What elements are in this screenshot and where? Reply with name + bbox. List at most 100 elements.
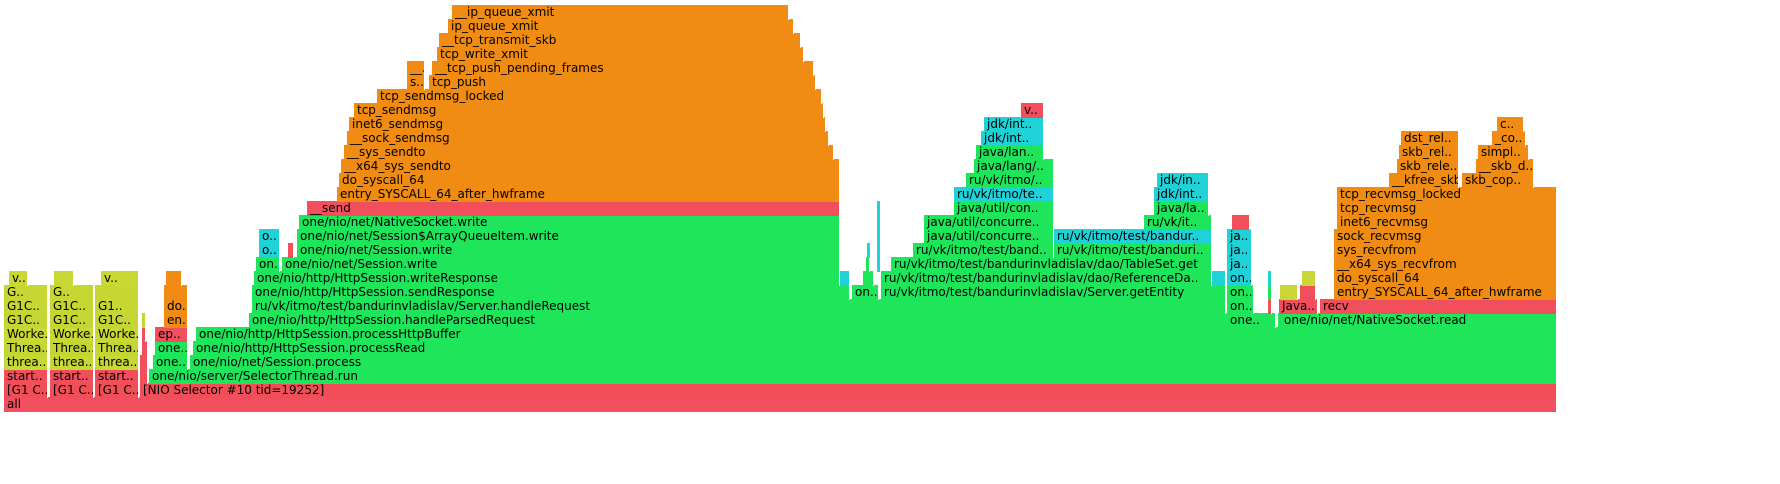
flame-frame[interactable]: one/nio/net/NativeSocket.write bbox=[299, 215, 840, 230]
flame-frame[interactable]: [G1 C.. bbox=[95, 383, 139, 398]
flame-frame[interactable] bbox=[54, 271, 74, 286]
flame-frame[interactable] bbox=[866, 257, 870, 272]
flame-frame[interactable]: ru/vk/itmo/test/banduri.. bbox=[1054, 243, 1212, 258]
flame-frame[interactable]: one/nio/http/HttpSession.handleParsedReq… bbox=[249, 313, 1274, 328]
flame-frame[interactable]: __send bbox=[307, 201, 840, 216]
flame-frame[interactable]: __x64_sys_sendto bbox=[341, 159, 840, 174]
flame-frame[interactable]: ru/vk/itmo/test/bandurinvladislav/dao/Re… bbox=[881, 271, 1212, 286]
flame-frame[interactable]: sys_recvfrom bbox=[1334, 243, 1557, 258]
flame-frame[interactable]: _co.. bbox=[1492, 131, 1526, 146]
flame-frame[interactable]: on.. bbox=[852, 285, 879, 300]
flame-frame[interactable]: ru/vk/itmo/te.. bbox=[954, 187, 1054, 202]
flame-frame[interactable] bbox=[877, 215, 881, 230]
flame-frame[interactable]: one/nio/http/HttpSession.processRead bbox=[193, 341, 1557, 356]
flame-frame[interactable]: all bbox=[4, 397, 1557, 412]
flame-frame[interactable] bbox=[1302, 271, 1316, 286]
flame-frame[interactable]: inet6_sendmsg bbox=[349, 117, 826, 132]
flame-frame[interactable]: dst_rel.. bbox=[1401, 131, 1459, 146]
flame-frame[interactable]: ru/vk/it.. bbox=[1144, 215, 1212, 230]
flame-frame[interactable]: G1.. bbox=[95, 299, 139, 314]
flame-frame[interactable]: ja.. bbox=[1227, 243, 1252, 258]
flame-frame[interactable]: o.. bbox=[259, 229, 280, 244]
flame-frame[interactable]: o.. bbox=[259, 243, 280, 258]
flame-frame[interactable]: one/nio/http/HttpSession.writeResponse bbox=[254, 271, 840, 286]
flame-frame[interactable] bbox=[877, 229, 881, 244]
flame-frame[interactable]: java/lan.. bbox=[976, 145, 1044, 160]
flame-frame[interactable] bbox=[1212, 271, 1226, 286]
flame-frame[interactable]: jdk/int.. bbox=[984, 117, 1044, 132]
flame-frame[interactable]: do.. bbox=[164, 299, 188, 314]
flame-frame[interactable] bbox=[1268, 285, 1272, 300]
flame-frame[interactable]: [NIO Selector #10 tid=19252] bbox=[140, 383, 1557, 398]
flame-frame[interactable]: on.. bbox=[1227, 299, 1254, 314]
flame-frame[interactable]: java/util/concurre.. bbox=[924, 229, 1054, 244]
flame-frame[interactable]: entry_SYSCALL_64_after_hwframe bbox=[1334, 285, 1557, 300]
flame-frame[interactable] bbox=[95, 285, 139, 300]
flame-frame[interactable]: skb_rel.. bbox=[1399, 145, 1459, 160]
flame-frame[interactable]: ip_queue_xmit bbox=[448, 19, 794, 34]
flame-frame[interactable]: Java.. bbox=[1279, 299, 1318, 314]
flame-frame[interactable]: java/lang/.. bbox=[974, 159, 1054, 174]
flame-frame[interactable]: G.. bbox=[50, 285, 94, 300]
flame-frame[interactable]: one/nio/net/NativeSocket.read bbox=[1281, 313, 1557, 328]
flame-frame[interactable]: ep.. bbox=[155, 327, 188, 342]
flame-frame[interactable]: one/nio/http/HttpSession.sendResponse bbox=[252, 285, 850, 300]
flame-frame[interactable] bbox=[166, 271, 182, 286]
flame-frame[interactable]: __sys_sendto bbox=[344, 145, 834, 160]
flame-frame[interactable]: ru/vk/itmo/test/bandurinvladislav/Server… bbox=[252, 299, 1226, 314]
flame-frame[interactable]: tcp_sendmsg_locked bbox=[377, 89, 822, 104]
flame-frame[interactable]: tcp_push bbox=[429, 75, 816, 90]
flame-frame[interactable]: Threa.. bbox=[95, 341, 139, 356]
flame-frame[interactable]: [G1 C.. bbox=[50, 383, 94, 398]
flame-frame[interactable]: do_syscall_64 bbox=[1334, 271, 1557, 286]
flame-frame[interactable]: tcp_recvmsg_locked bbox=[1337, 187, 1557, 202]
flame-frame[interactable] bbox=[863, 271, 874, 286]
flame-frame[interactable]: __ip_queue_xmit bbox=[452, 5, 789, 20]
flame-frame[interactable]: G1C.. bbox=[50, 299, 94, 314]
flame-frame[interactable]: threa.. bbox=[4, 355, 48, 370]
flame-frame[interactable]: __sock_sendmsg bbox=[347, 131, 829, 146]
flame-frame[interactable]: v.. bbox=[101, 271, 139, 286]
flame-frame[interactable]: v.. bbox=[9, 271, 28, 286]
flame-frame[interactable] bbox=[164, 285, 188, 300]
flame-frame[interactable]: Threa.. bbox=[4, 341, 48, 356]
flame-frame[interactable]: Worke.. bbox=[95, 327, 139, 342]
flame-frame[interactable]: tcp_write_xmit bbox=[437, 47, 804, 62]
flame-frame[interactable]: G1C.. bbox=[4, 313, 48, 328]
flame-frame[interactable]: jdk/int.. bbox=[1154, 187, 1209, 202]
flame-frame[interactable]: recv bbox=[1320, 299, 1557, 314]
flame-frame[interactable]: G1C.. bbox=[95, 313, 139, 328]
flame-frame[interactable]: one.. bbox=[1227, 313, 1276, 328]
flame-frame[interactable]: java/util/concurre.. bbox=[924, 215, 1054, 230]
flame-frame[interactable]: one/nio/server/SelectorThread.run bbox=[149, 369, 1557, 384]
flame-frame[interactable]: one.. bbox=[153, 355, 188, 370]
flame-frame[interactable]: __kfree_skb bbox=[1389, 173, 1459, 188]
flame-frame[interactable]: s.. bbox=[407, 75, 425, 90]
flame-frame[interactable]: do_syscall_64 bbox=[339, 173, 840, 188]
flame-frame[interactable]: start.. bbox=[95, 369, 139, 384]
flame-frame[interactable]: ru/vk/itmo/test/bandurinvladislav/dao/Ta… bbox=[891, 257, 1212, 272]
flame-frame[interactable]: entry_SYSCALL_64_after_hwframe bbox=[337, 187, 840, 202]
flame-frame[interactable]: c.. bbox=[1497, 117, 1524, 132]
flame-frame[interactable]: on.. bbox=[1227, 271, 1252, 286]
flame-frame[interactable]: [G1 C.. bbox=[4, 383, 48, 398]
flame-frame[interactable]: G.. bbox=[4, 285, 48, 300]
flame-frame[interactable] bbox=[867, 243, 871, 258]
flame-frame[interactable]: G1C.. bbox=[4, 299, 48, 314]
flame-frame[interactable]: threa.. bbox=[50, 355, 94, 370]
flame-frame[interactable]: java/la.. bbox=[1154, 201, 1209, 216]
flame-frame[interactable] bbox=[840, 271, 850, 286]
flame-frame[interactable] bbox=[142, 313, 146, 328]
flame-frame[interactable]: __tcp_push_pending_frames bbox=[432, 61, 814, 76]
flame-frame[interactable] bbox=[877, 243, 881, 258]
flame-frame[interactable]: tcp_recvmsg bbox=[1337, 201, 1557, 216]
flame-frame[interactable]: one/nio/net/Session.process bbox=[190, 355, 1557, 370]
flame-frame[interactable]: Worke.. bbox=[4, 327, 48, 342]
flame-frame[interactable]: G1C.. bbox=[50, 313, 94, 328]
flame-frame[interactable]: java/util/con.. bbox=[954, 201, 1054, 216]
flame-frame[interactable]: ru/vk/itmo/test/bandur.. bbox=[1054, 229, 1212, 244]
flame-frame[interactable]: Threa.. bbox=[50, 341, 94, 356]
flame-frame[interactable]: ja.. bbox=[1227, 257, 1252, 272]
flame-frame[interactable] bbox=[1232, 215, 1250, 230]
flame-frame[interactable]: Worke.. bbox=[50, 327, 94, 342]
